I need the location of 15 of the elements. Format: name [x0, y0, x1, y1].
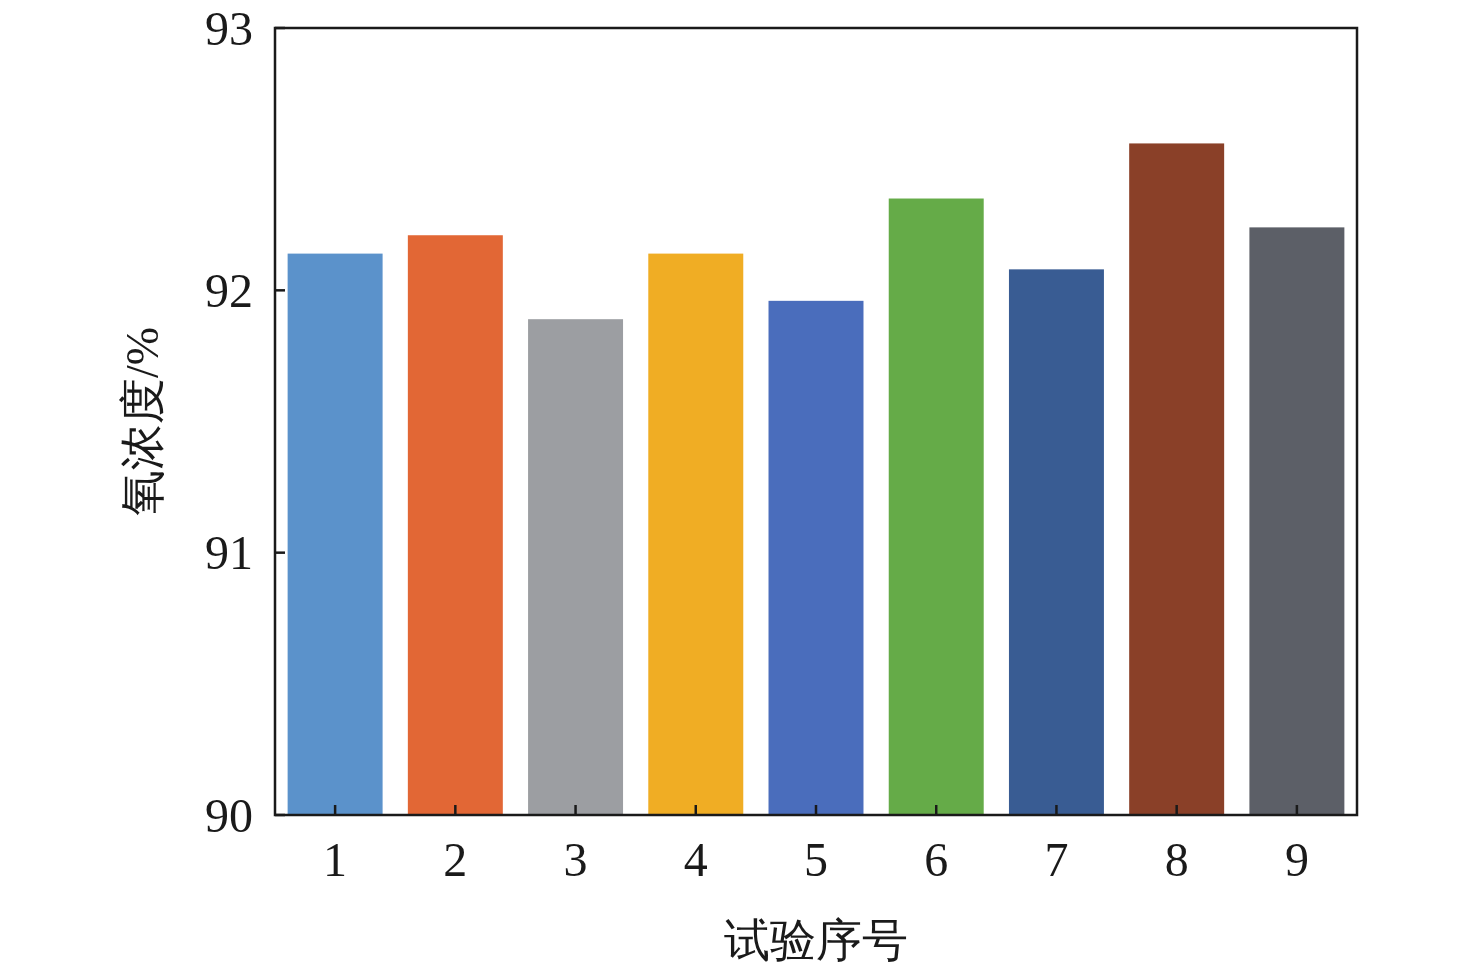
y-tick-label: 90	[205, 788, 253, 842]
x-tick-label: 9	[1284, 832, 1309, 886]
y-tick-label: 91	[205, 526, 253, 580]
x-tick-label: 4	[683, 832, 708, 886]
x-tick-label: 7	[1044, 832, 1069, 886]
x-tick-label: 8	[1164, 832, 1189, 886]
x-tick-label: 1	[323, 832, 348, 886]
x-tick-label: 6	[924, 832, 949, 886]
y-tick-label: 92	[205, 263, 253, 317]
x-axis-title: 试验序号	[724, 914, 908, 966]
y-axis-title: 氧浓度/%	[116, 326, 168, 517]
y-tick-label: 93	[205, 1, 253, 55]
x-tick-label: 3	[563, 832, 588, 886]
x-tick-label: 5	[804, 832, 828, 886]
x-tick-label: 2	[443, 832, 468, 886]
